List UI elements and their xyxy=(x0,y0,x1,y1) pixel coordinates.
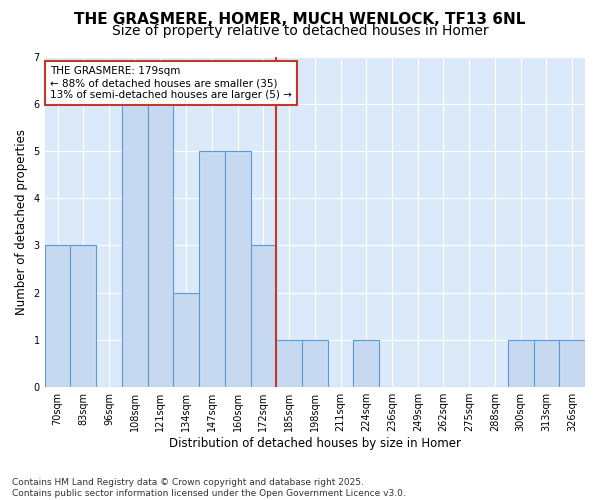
Bar xyxy=(302,340,328,387)
Bar xyxy=(225,151,251,387)
Text: Contains HM Land Registry data © Crown copyright and database right 2025.
Contai: Contains HM Land Registry data © Crown c… xyxy=(12,478,406,498)
Bar xyxy=(251,246,276,387)
Bar xyxy=(508,340,533,387)
Bar xyxy=(70,246,96,387)
Text: THE GRASMERE, HOMER, MUCH WENLOCK, TF13 6NL: THE GRASMERE, HOMER, MUCH WENLOCK, TF13 … xyxy=(74,12,526,28)
Text: THE GRASMERE: 179sqm
← 88% of detached houses are smaller (35)
13% of semi-detac: THE GRASMERE: 179sqm ← 88% of detached h… xyxy=(50,66,292,100)
Bar xyxy=(44,246,70,387)
Y-axis label: Number of detached properties: Number of detached properties xyxy=(15,129,28,315)
Bar xyxy=(533,340,559,387)
Bar xyxy=(276,340,302,387)
Bar xyxy=(148,104,173,387)
Bar xyxy=(353,340,379,387)
Bar xyxy=(122,104,148,387)
Bar xyxy=(199,151,225,387)
Bar xyxy=(559,340,585,387)
Text: Size of property relative to detached houses in Homer: Size of property relative to detached ho… xyxy=(112,24,488,38)
X-axis label: Distribution of detached houses by size in Homer: Distribution of detached houses by size … xyxy=(169,437,461,450)
Bar xyxy=(173,292,199,387)
